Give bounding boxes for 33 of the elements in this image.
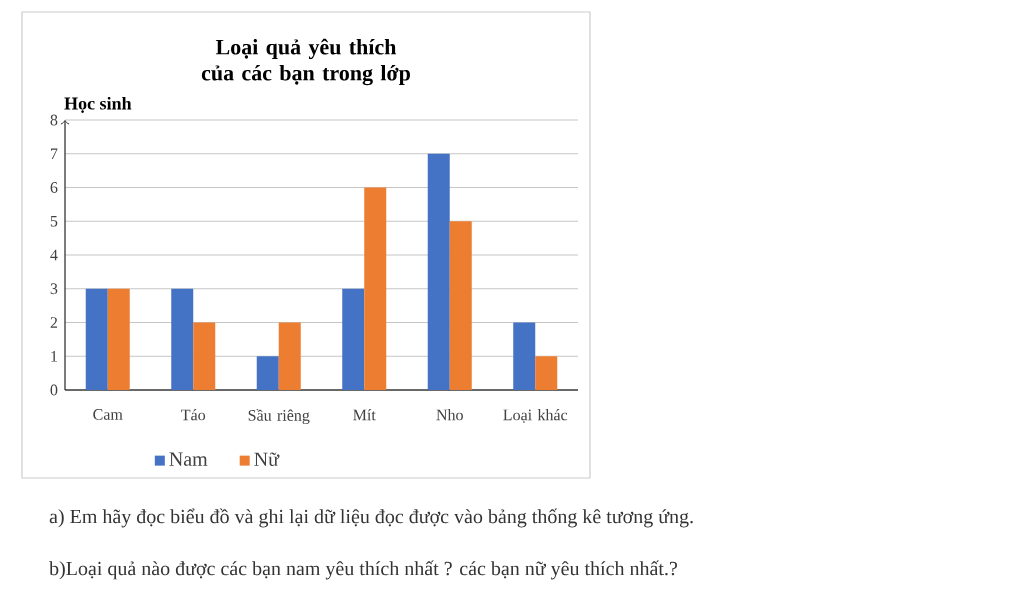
y-tick-label: 0 <box>50 384 58 396</box>
bar <box>535 356 558 390</box>
y-tick-label: 7 <box>51 148 58 159</box>
y-tick-label: 6 <box>50 182 58 193</box>
bar <box>107 288 130 390</box>
bar <box>193 322 216 390</box>
bar <box>342 288 365 390</box>
bar <box>256 356 279 390</box>
bar <box>85 288 108 390</box>
y-axis-title: Học sinh <box>64 96 132 113</box>
y-tick-label: 3 <box>50 283 58 295</box>
bar <box>427 153 450 390</box>
y-tick-label: 2 <box>50 317 58 328</box>
bar <box>278 322 301 390</box>
x-tick-label: Nho <box>436 409 463 421</box>
x-tick-label: Sầu riêng <box>248 409 310 425</box>
text: b)Loại quả nào được các bạn nam yêu thích nhất ? các bạn nữ yêu thích nhất.? <box>49 560 677 580</box>
y-tick-label: 4 <box>50 249 58 261</box>
x-tick-label: Cam <box>93 409 123 420</box>
chart-title: Loại quả yêu thích của các bạn trong lớp <box>201 38 410 86</box>
legend-label: Nam <box>169 452 208 466</box>
x-tick-label: Táo <box>181 409 206 421</box>
y-tick-label: 1 <box>51 350 57 362</box>
bar <box>513 322 536 390</box>
x-tick-label: Loại khác <box>503 409 568 423</box>
text: a) Em hãy đọc biểu đồ và ghi lại dữ liệu đọc được vào bảng thống kê tương ứng. <box>49 508 693 528</box>
bar <box>171 288 194 390</box>
y-tick-label: 5 <box>50 215 58 227</box>
legend-label: Nữ <box>254 452 280 467</box>
bar <box>364 187 387 390</box>
x-tick-label: Mít <box>353 409 376 421</box>
bar <box>449 221 472 390</box>
y-tick-label: 8 <box>50 114 58 126</box>
